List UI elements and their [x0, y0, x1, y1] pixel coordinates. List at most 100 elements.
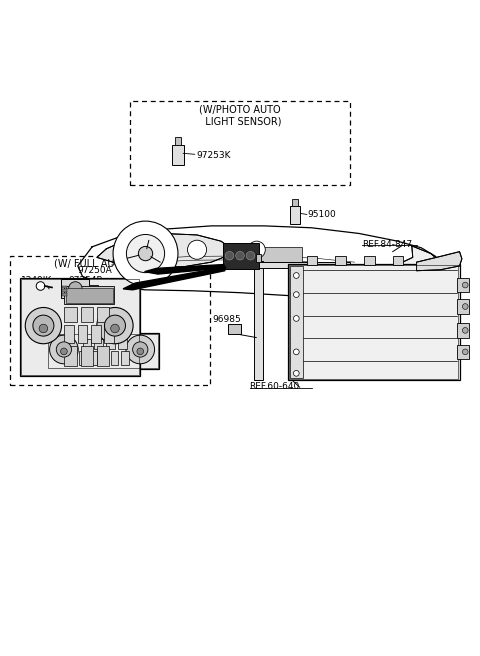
Bar	[64, 307, 77, 322]
Circle shape	[36, 281, 45, 291]
Bar	[307, 256, 317, 264]
Circle shape	[236, 251, 244, 260]
Bar	[22, 279, 139, 375]
Bar	[393, 256, 403, 264]
Bar	[97, 346, 109, 366]
Polygon shape	[144, 264, 225, 274]
Bar	[97, 307, 109, 322]
Text: 1249JK: 1249JK	[21, 276, 52, 285]
Circle shape	[248, 241, 265, 258]
Circle shape	[462, 349, 468, 355]
Bar	[254, 262, 350, 268]
Circle shape	[138, 247, 153, 260]
Bar	[111, 352, 118, 365]
Circle shape	[33, 315, 54, 336]
Circle shape	[126, 234, 165, 273]
Text: (W/ FULL AUTO A/CON): (W/ FULL AUTO A/CON)	[54, 259, 167, 269]
Bar	[457, 323, 469, 338]
Bar	[289, 265, 458, 379]
Text: REF.84-847: REF.84-847	[362, 239, 412, 249]
Bar	[81, 346, 93, 366]
Circle shape	[462, 327, 468, 333]
Circle shape	[462, 304, 468, 310]
Bar	[457, 344, 469, 359]
Bar	[223, 243, 259, 269]
Circle shape	[293, 273, 299, 278]
Bar	[64, 346, 77, 366]
Bar	[21, 278, 140, 376]
Bar	[100, 352, 108, 365]
Bar	[262, 247, 302, 264]
Text: 97250A: 97250A	[77, 266, 112, 276]
Bar	[118, 339, 127, 350]
Bar	[90, 352, 97, 365]
Bar	[47, 333, 159, 369]
Bar	[290, 206, 300, 224]
Polygon shape	[378, 246, 443, 300]
Text: 95100: 95100	[308, 211, 336, 219]
Circle shape	[111, 324, 119, 333]
Bar	[336, 256, 346, 264]
Bar	[457, 278, 469, 292]
Circle shape	[293, 292, 299, 297]
Bar	[62, 285, 67, 288]
Circle shape	[36, 335, 45, 343]
Bar	[64, 325, 74, 343]
Bar	[64, 286, 115, 304]
Circle shape	[39, 324, 48, 333]
Circle shape	[113, 221, 178, 286]
Circle shape	[132, 342, 148, 357]
Circle shape	[97, 308, 133, 344]
Circle shape	[462, 282, 468, 288]
Polygon shape	[123, 267, 226, 290]
Text: 97253K: 97253K	[196, 151, 230, 160]
Circle shape	[137, 348, 144, 355]
Bar	[107, 339, 115, 350]
Circle shape	[105, 315, 125, 336]
Circle shape	[293, 316, 299, 321]
Text: 96985: 96985	[213, 315, 241, 324]
Text: 97254R: 97254R	[68, 276, 103, 285]
Bar	[78, 325, 87, 343]
Circle shape	[60, 348, 67, 355]
Circle shape	[56, 342, 72, 357]
Bar	[83, 339, 91, 350]
Bar	[81, 307, 93, 322]
Bar	[457, 299, 469, 314]
Bar	[79, 352, 87, 365]
Bar	[290, 266, 303, 378]
Bar	[254, 261, 263, 380]
Circle shape	[49, 335, 78, 364]
Bar	[288, 264, 459, 380]
Circle shape	[225, 251, 234, 260]
Bar	[89, 285, 98, 293]
Polygon shape	[417, 252, 462, 271]
Bar	[130, 101, 350, 185]
Circle shape	[188, 240, 206, 259]
Circle shape	[25, 308, 61, 344]
Circle shape	[293, 371, 299, 376]
Bar	[228, 324, 241, 334]
Bar	[95, 339, 103, 350]
Circle shape	[126, 335, 155, 364]
Text: (W/PHOTO AUTO
  LIGHT SENSOR): (W/PHOTO AUTO LIGHT SENSOR)	[199, 105, 281, 126]
Bar	[91, 325, 101, 343]
Text: 1018AD: 1018AD	[21, 327, 57, 337]
Bar	[105, 325, 114, 343]
Bar	[48, 334, 158, 367]
Circle shape	[69, 281, 82, 295]
Text: REF.60-640: REF.60-640	[250, 382, 300, 391]
Bar	[172, 145, 184, 165]
Polygon shape	[97, 234, 230, 267]
Bar	[62, 293, 67, 296]
Circle shape	[293, 349, 299, 355]
Bar	[62, 289, 67, 292]
Bar	[175, 137, 181, 145]
Bar	[61, 279, 89, 298]
Circle shape	[246, 251, 255, 260]
Bar	[364, 256, 374, 264]
Bar	[10, 256, 210, 385]
Bar	[66, 289, 113, 302]
Bar	[292, 199, 298, 206]
Text: 97250A: 97250A	[75, 321, 110, 329]
